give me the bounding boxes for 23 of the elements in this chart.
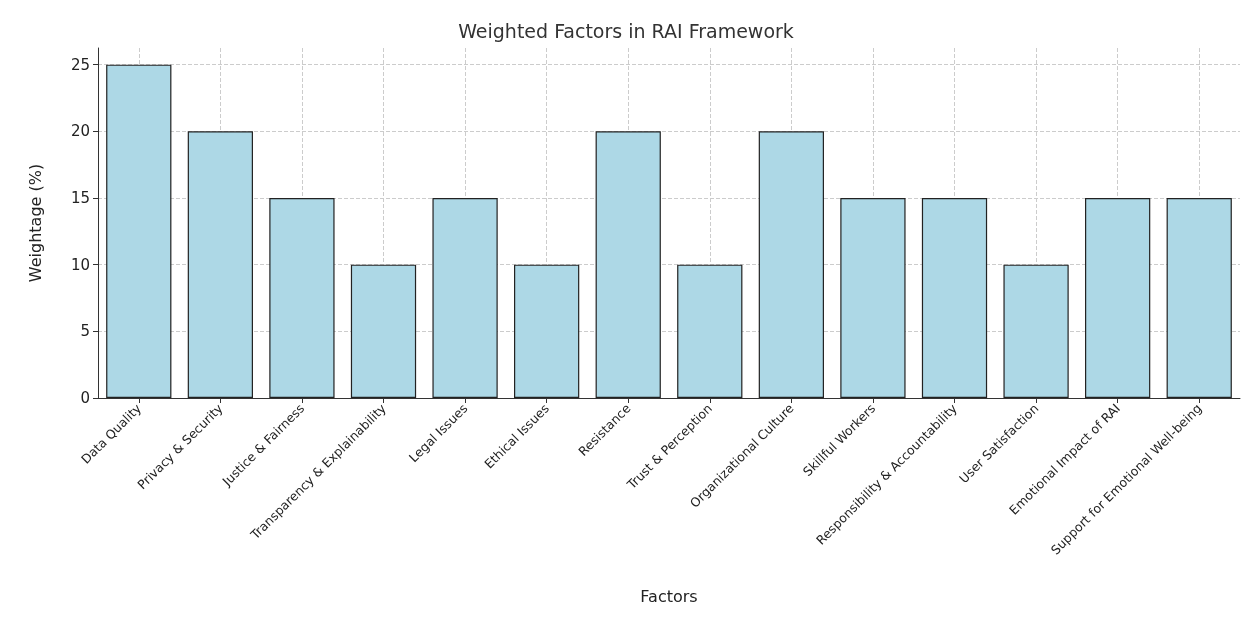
y-tick-label: 20 xyxy=(70,122,90,141)
bar xyxy=(677,264,743,398)
bar xyxy=(758,131,824,398)
bar xyxy=(432,198,498,398)
x-axis-title: Factors xyxy=(640,586,698,606)
bar xyxy=(187,131,253,398)
bar xyxy=(350,264,417,398)
bar xyxy=(106,64,172,398)
bar xyxy=(1085,198,1151,398)
bar xyxy=(921,198,988,398)
y-tick-label: 25 xyxy=(70,55,90,74)
bar xyxy=(1166,198,1232,398)
y-tick-label: 15 xyxy=(70,189,90,207)
bar xyxy=(840,198,906,398)
y-tick-label: 10 xyxy=(70,255,90,274)
y-tick-label: 0 xyxy=(80,389,90,407)
chart-title: Weighted Factors in RAI Framework xyxy=(458,19,794,42)
y-axis-title: Weightage (%) xyxy=(25,163,45,283)
bar xyxy=(269,198,335,398)
y-tick-label: 5 xyxy=(80,322,90,341)
bar xyxy=(514,264,580,398)
bar xyxy=(595,131,661,398)
bar xyxy=(1003,264,1069,398)
